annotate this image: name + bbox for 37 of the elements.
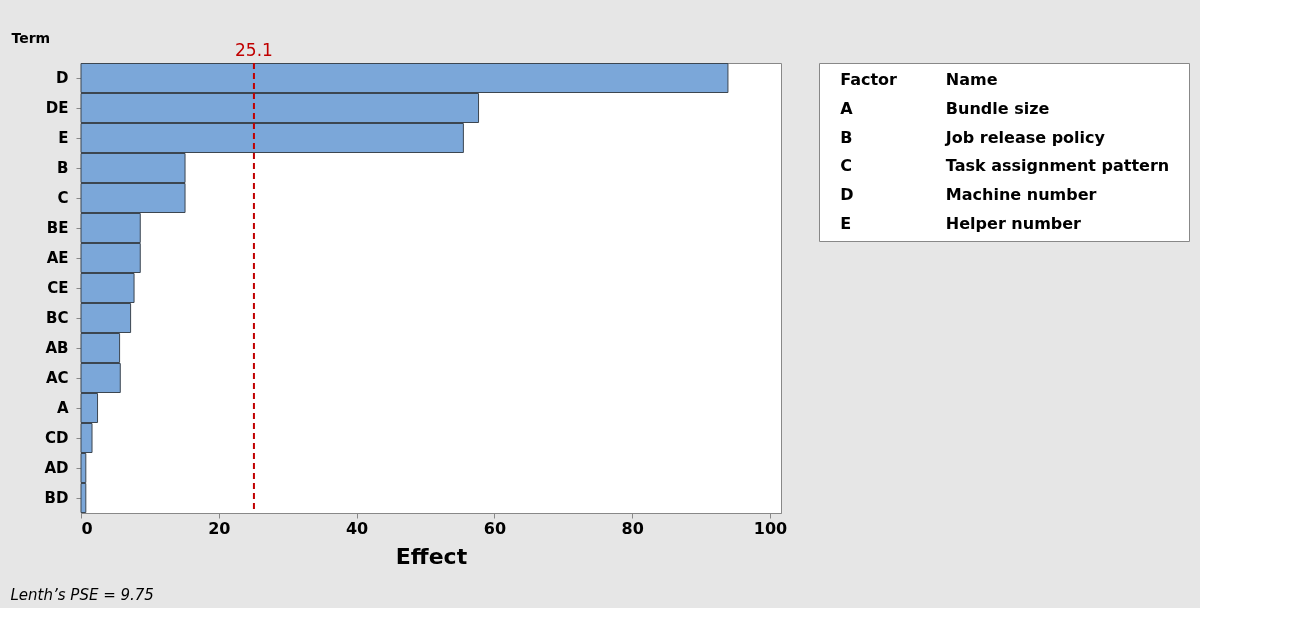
x-tick-label: 20 — [208, 518, 231, 538]
y-tick-label: CD — [45, 429, 69, 447]
text: B — [840, 127, 853, 147]
y-tick-label: BD — [44, 489, 69, 507]
y-tick-label: E — [58, 129, 69, 147]
text: Job release policy — [944, 127, 1106, 147]
y-tick-label: BE — [46, 219, 69, 237]
y-tick-label: AD — [44, 459, 69, 477]
ref-line-label: 25.1 — [235, 40, 273, 60]
x-tick-label: 60 — [483, 518, 507, 538]
text: Helper number — [945, 213, 1082, 233]
y-tick-label: AE — [46, 249, 69, 267]
text: Lenth’s PSE = 9.75 — [10, 585, 154, 604]
text: Bundle size — [945, 98, 1050, 118]
text: Task assignment pattern — [945, 156, 1170, 176]
text: Factor — [840, 70, 898, 90]
text: E — [840, 213, 852, 233]
x-tick-label: 40 — [345, 518, 369, 538]
x-tick-label: 80 — [621, 518, 644, 538]
text: C — [840, 156, 852, 176]
y-tick-label: BC — [46, 309, 69, 327]
x-tick-label: 0 — [81, 518, 93, 538]
x-axis-title: Effect — [395, 543, 468, 569]
y-tick-label: B — [57, 159, 69, 177]
y-tick-label: A — [56, 399, 69, 417]
y-tick-label: AB — [45, 339, 69, 357]
y-tick-label: AC — [45, 369, 69, 387]
y-tick-label: CE — [47, 279, 69, 297]
text: A — [840, 98, 854, 118]
text: D — [840, 185, 854, 205]
y-tick-label: C — [57, 189, 69, 207]
text: Name — [945, 70, 998, 90]
x-tick-label: 100 — [753, 518, 788, 538]
y-tick-label: D — [56, 69, 69, 87]
text: Machine number — [945, 185, 1097, 205]
y-tick-label: DE — [45, 99, 69, 117]
y-axis-title: Term — [11, 29, 51, 46]
